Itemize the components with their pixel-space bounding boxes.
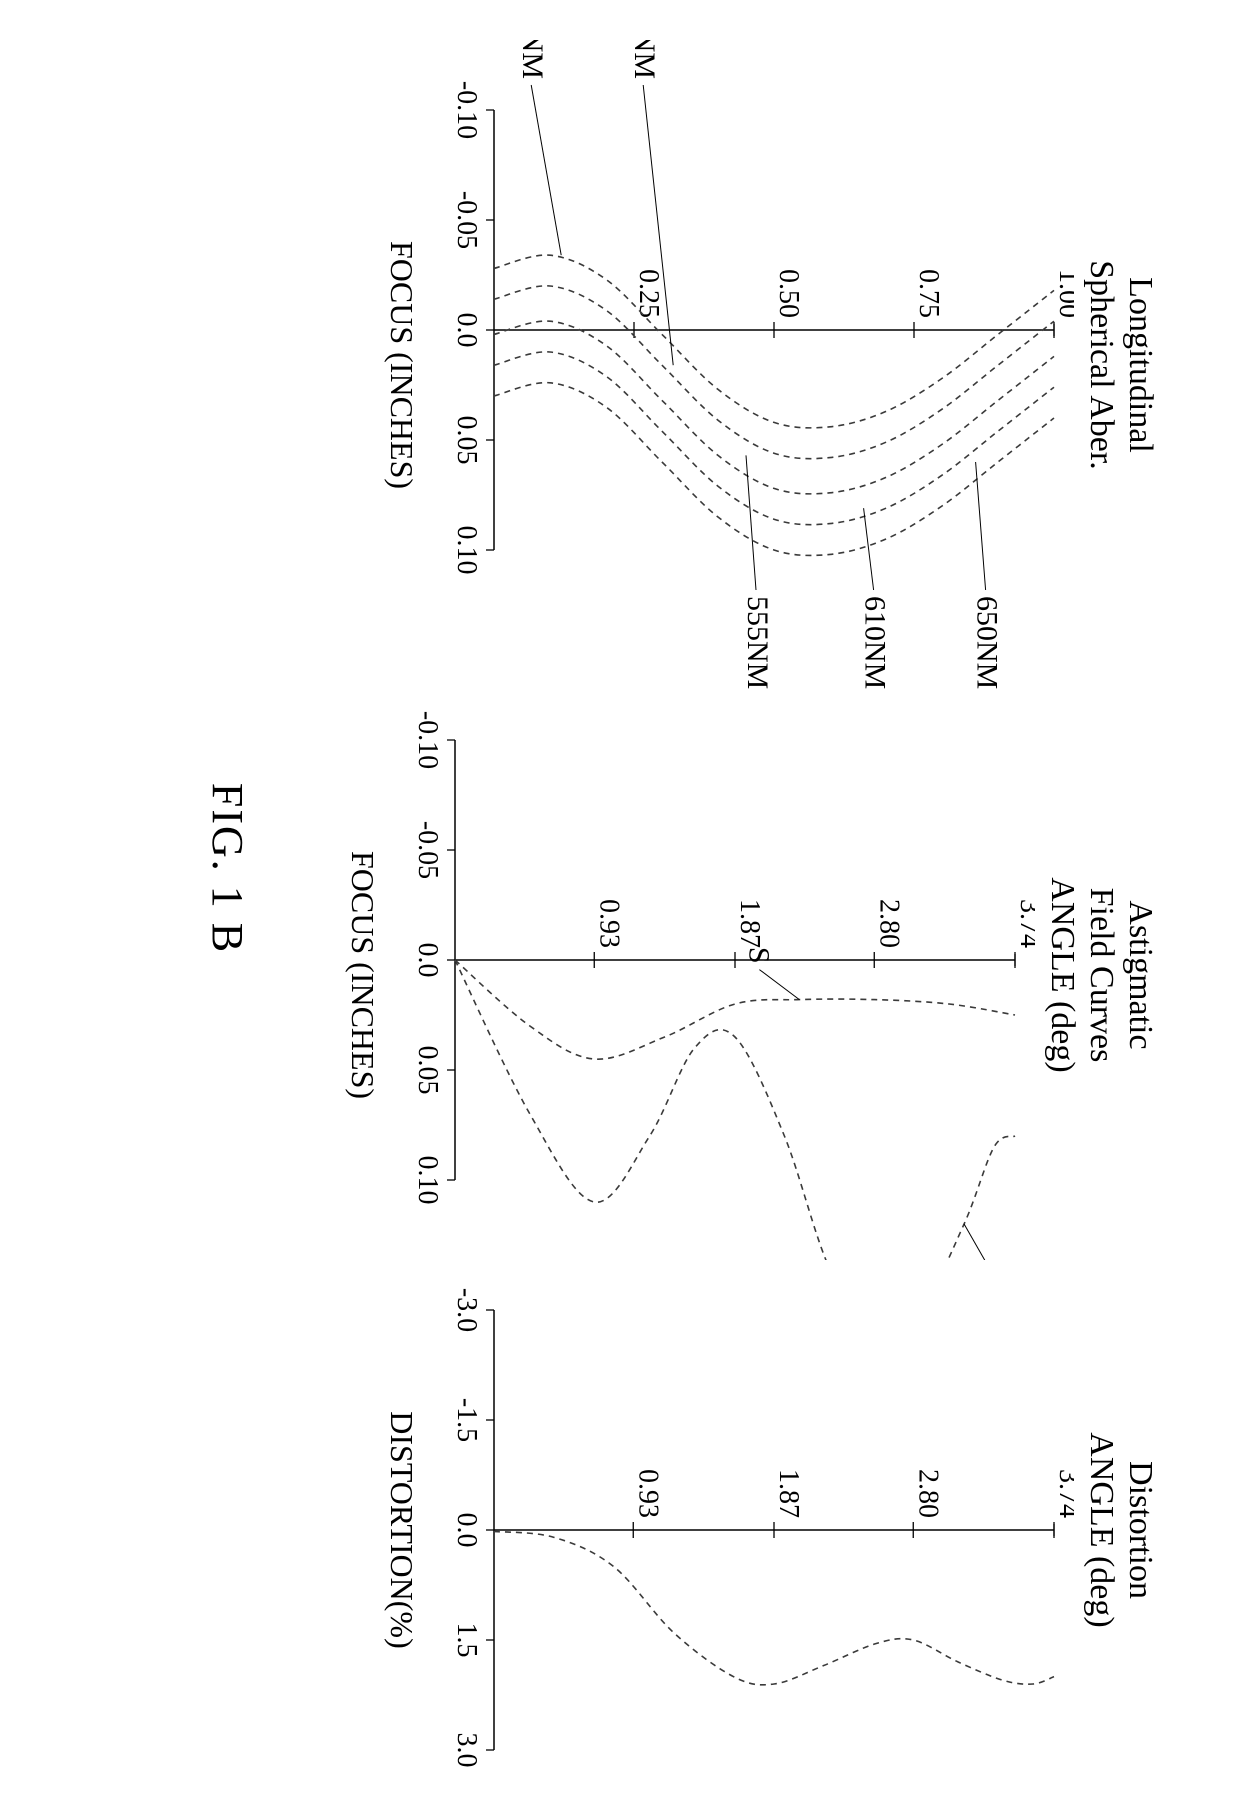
wavelength-label: 555NM [741, 596, 774, 689]
spherical-chart: Longitudinal Spherical Aber. 0.25 0.50 0.7… [382, 40, 1160, 690]
xtick-label: 0.05 [412, 1046, 443, 1095]
wavelength-label: 470NM [516, 40, 549, 79]
xtick-label: 3.0 [451, 1733, 482, 1768]
astigmatic-xlabel: FOCUS (INCHES) [343, 690, 381, 1260]
spherical-curve [494, 352, 1054, 525]
astigmatic-curve [455, 960, 1015, 1260]
rotated-content: Longitudinal Spherical Aber. 0.25 0.50 0.7… [0, 0, 1240, 1737]
astigmatic-title: Astigmatic Field Curves ANGLE (deg) [1043, 690, 1160, 1260]
distortion-xlabel: DISTORTION(%) [382, 1260, 420, 1800]
wavelength-label: 650NM [970, 596, 1003, 689]
xtick-label: -0.05 [451, 191, 482, 249]
xtick-label: -1.5 [451, 1398, 482, 1442]
astigmatic-chart: Astigmatic Field Curves ANGLE (deg) 0.93… [343, 690, 1160, 1260]
astigmatic-series-label: S [742, 947, 775, 964]
xtick-label: -0.10 [451, 81, 482, 139]
distortion-title: Distortion ANGLE (deg) [1082, 1260, 1160, 1800]
ytick-label: 0.93 [632, 1469, 663, 1518]
spherical-title: Longitudinal Spherical Aber. [1082, 40, 1160, 690]
charts-row: Longitudinal Spherical Aber. 0.25 0.50 0.7… [343, 0, 1240, 1737]
xtick-label: -3.0 [451, 1288, 482, 1332]
xtick-label: 0.0 [412, 943, 443, 978]
spherical-xlabel: FOCUS (INCHES) [382, 40, 420, 690]
xtick-label: 1.5 [451, 1623, 482, 1658]
astigmatic-plot: 0.931.872.803.74-0.10-0.050.00.050.10ST [395, 690, 1035, 1260]
distortion-plot: 0.93 1.87 2.80 3.74 -3.0 -1.5 0.0 1.5 3.0 [434, 1260, 1074, 1800]
ytick-label: 0.93 [593, 899, 624, 948]
spherical-curve [494, 383, 1054, 556]
xtick-label: 0.05 [451, 416, 482, 465]
distortion-curve [494, 1531, 1054, 1684]
ytick-label: 1.87 [734, 899, 765, 948]
figure-caption: FIG. 1 B [202, 0, 253, 1737]
spherical-curve [494, 321, 1054, 494]
ytick-label: 2.80 [912, 1469, 943, 1518]
ytick-label: 0.50 [773, 269, 804, 318]
page: Longitudinal Spherical Aber. 0.25 0.50 0.7… [0, 0, 1240, 1737]
distortion-chart: Distortion ANGLE (deg) 0.93 1.87 2.80 3.74 -… [382, 1260, 1160, 1800]
ytick-label: 0.25 [633, 269, 664, 318]
xtick-label: 0.10 [451, 526, 482, 575]
ytick-label: 1.87 [773, 1469, 804, 1518]
wavelength-label: 610NM [858, 596, 891, 689]
ytick-label: 1.00 [1053, 269, 1074, 318]
ytick-label: 3.74 [1014, 899, 1035, 948]
xtick-label: 0.0 [451, 313, 482, 348]
spherical-plot: 0.25 0.50 0.75 1.00 -0.10 -0.05 0.0 0.05 0.10 470… [434, 40, 1074, 690]
ytick-label: 0.75 [913, 269, 944, 318]
xtick-label: -0.05 [412, 821, 443, 879]
xtick-label: 0.0 [451, 1513, 482, 1548]
ytick-label: 2.80 [873, 899, 904, 948]
astigmatic-curve [455, 960, 1015, 1059]
xtick-label: -0.10 [412, 711, 443, 769]
ytick-label: 3.74 [1053, 1469, 1074, 1518]
xtick-label: 0.10 [412, 1156, 443, 1205]
wavelength-label: 510NM [628, 40, 661, 79]
